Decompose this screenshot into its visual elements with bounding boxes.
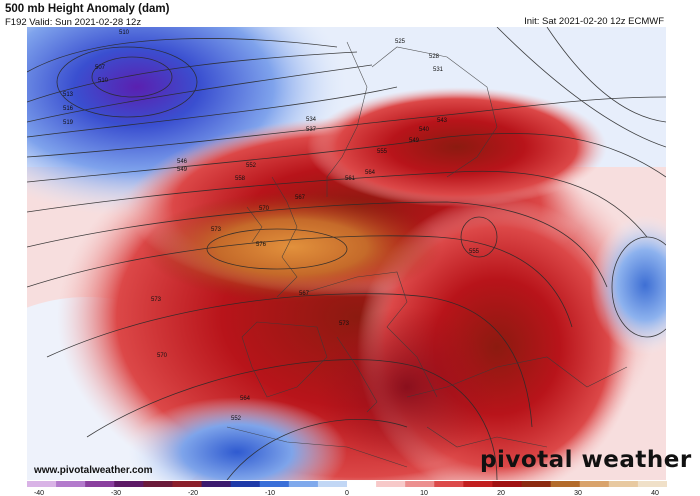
contour-label: 567 <box>295 195 306 201</box>
contour-label: 519 <box>63 120 74 126</box>
contour-label: 570 <box>259 206 270 212</box>
colorbar-swatch <box>56 481 86 487</box>
color-scale: -40 -30 -20 -10 0 10 20 30 40 <box>27 481 667 496</box>
contour-label: 510 <box>119 30 130 36</box>
colorbar-swatch <box>579 481 610 487</box>
colorbar-swatch <box>317 481 348 487</box>
contour-label: 558 <box>235 176 246 182</box>
contour-label: 573 <box>211 227 222 233</box>
contour-label: 510 <box>98 78 109 84</box>
colorbar-swatch <box>288 481 319 487</box>
colorbar-tick-label: 10 <box>420 490 428 496</box>
colorbar-swatch <box>85 481 115 487</box>
contour-label: 552 <box>231 416 242 422</box>
contour-label: 507 <box>95 65 106 71</box>
contour-label: 531 <box>433 67 444 73</box>
colorbar-tick-label: -40 <box>34 490 44 496</box>
anomaly-map: 510 507 510 513 516 519 525 528 531 534 … <box>27 27 666 480</box>
contour-label: 543 <box>437 118 448 124</box>
colorbar-swatch <box>637 481 667 487</box>
contour-label: 570 <box>157 353 168 359</box>
colorbar-swatch <box>259 481 290 487</box>
colorbar-swatch <box>376 481 406 487</box>
contour-label: 555 <box>469 249 480 255</box>
brand-logo: pivotal weather <box>480 447 692 473</box>
colorbar-tick-label: 40 <box>651 490 659 496</box>
colorbar-swatch <box>434 481 464 487</box>
contour-label: 564 <box>365 170 376 176</box>
colorbar-tick-label: -20 <box>188 490 198 496</box>
valid-time: F192 Valid: Sun 2021-02-28 12z <box>5 17 142 28</box>
chart-title: 500 mb Height Anomaly (dam) <box>5 3 170 15</box>
colorbar-swatch <box>521 481 552 487</box>
contour-label: 573 <box>339 321 350 327</box>
contour-label: 525 <box>395 39 406 45</box>
contour-label: 561 <box>345 176 356 182</box>
contour-label: 567 <box>299 291 310 297</box>
colorbar-tick-label: 30 <box>574 490 582 496</box>
contour-label: 555 <box>377 149 388 155</box>
colorbar-tick-label: -30 <box>111 490 121 496</box>
colorbar-swatch <box>27 481 57 487</box>
contour-label: 534 <box>306 117 317 123</box>
colorbar-swatch <box>201 481 232 487</box>
init-time: Init: Sat 2021-02-20 12z ECMWF <box>524 16 664 27</box>
colorbar-tick-label: -10 <box>265 490 275 496</box>
colorbar-swatch <box>172 481 203 487</box>
contour-label: 552 <box>246 163 257 169</box>
colorbar-swatch <box>550 481 581 487</box>
contour-label: 537 <box>306 127 317 133</box>
contour-label: 540 <box>419 127 430 133</box>
contour-label: 549 <box>409 138 420 144</box>
colorbar-tick-label: 20 <box>497 490 505 496</box>
contour-label: 576 <box>256 242 267 248</box>
contour-label: 513 <box>63 92 74 98</box>
website-watermark: www.pivotalweather.com <box>34 465 153 476</box>
colorbar-swatch <box>347 481 377 487</box>
colorbar-swatch <box>405 481 435 487</box>
colorbar-swatch <box>492 481 523 487</box>
colorbar-swatch <box>463 481 493 487</box>
colorbar-swatch <box>143 481 173 487</box>
contour-label: 564 <box>240 396 251 402</box>
contour-label: 546 <box>177 159 188 165</box>
contour-label: 573 <box>151 297 162 303</box>
contour-label: 516 <box>63 106 74 112</box>
colorbar-swatch <box>608 481 639 487</box>
contour-label: 549 <box>177 167 188 173</box>
colorbar-tick-label: 0 <box>345 490 349 496</box>
colorbar-swatch <box>114 481 144 487</box>
contour-label: 528 <box>429 54 440 60</box>
colorbar-swatch <box>230 481 261 487</box>
